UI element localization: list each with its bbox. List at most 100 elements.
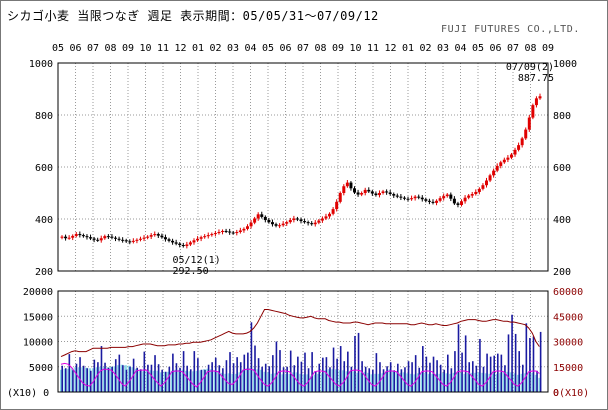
volume-bar [404, 367, 406, 392]
volume-bar [107, 367, 110, 392]
candle [117, 236, 121, 242]
open-interest-bar [456, 372, 459, 392]
open-interest-bar [317, 373, 320, 392]
candle [388, 189, 392, 196]
candle [420, 195, 424, 202]
volume-bar [197, 358, 199, 392]
open-interest-bar [349, 371, 352, 392]
candle-body [245, 226, 249, 229]
candle-body [303, 221, 307, 223]
candle-body [256, 214, 260, 219]
candle-body [363, 189, 367, 193]
candle [427, 198, 431, 205]
candle [167, 237, 171, 243]
candle-body [531, 105, 535, 118]
open-interest-bar [477, 372, 481, 392]
x-tick-label: 08 [314, 43, 326, 54]
candle-body [249, 222, 253, 227]
open-interest-bar [399, 372, 402, 392]
volume-bar [68, 354, 71, 392]
candle-body [260, 214, 264, 217]
open-interest-bar [442, 372, 445, 392]
candle [345, 180, 349, 188]
price-y-label-right: 1000 [553, 59, 577, 70]
candle-body [121, 239, 125, 241]
candle-body [356, 192, 360, 195]
candle-body [192, 240, 196, 243]
candle [221, 229, 225, 235]
volume-bar [164, 371, 167, 392]
open-interest-bar [406, 373, 409, 392]
candle [263, 215, 267, 223]
candle [285, 220, 289, 227]
volume-bar [214, 357, 217, 392]
open-interest-bar [320, 373, 324, 392]
volume-bar [293, 365, 296, 392]
volume-bar [211, 362, 213, 392]
open-interest-bar [106, 367, 110, 392]
candle-body [153, 234, 157, 236]
candle [106, 234, 110, 240]
price-y-label-left: 600 [35, 163, 53, 174]
open-interest-bar [367, 372, 370, 392]
volume-bar [204, 369, 206, 392]
candle [142, 235, 146, 242]
open-interest-bar [263, 371, 267, 392]
volume-bar [322, 357, 324, 392]
candle [481, 183, 485, 191]
candle [81, 233, 85, 238]
candle-body [171, 240, 175, 243]
open-interest-bar [277, 374, 281, 392]
candle [185, 241, 189, 249]
open-interest-bar [174, 369, 177, 392]
volume-y-label-left: 5000 [29, 363, 53, 374]
candle-body [495, 165, 499, 171]
volume-bar [379, 362, 381, 392]
volume-bar [389, 362, 392, 392]
volume-bar [332, 347, 335, 392]
open-interest-bar [138, 370, 142, 392]
x-tick-label: 08 [524, 43, 536, 54]
volume-bar [272, 355, 274, 392]
x-tick-label: 09 [332, 43, 344, 54]
x-tick-label: 06 [279, 43, 291, 54]
candle [103, 234, 107, 240]
candle-body [163, 237, 167, 240]
candle [256, 212, 260, 221]
open-interest-bar [374, 373, 377, 392]
candle-body [128, 241, 132, 243]
candle [278, 223, 282, 229]
candle [288, 217, 292, 224]
candle-body [424, 199, 428, 201]
open-interest-bar [63, 368, 67, 392]
open-interest-bar [281, 374, 284, 392]
candle [370, 189, 374, 196]
candle-body [203, 236, 207, 238]
volume-bar [482, 366, 485, 392]
open-interest-bar [509, 372, 513, 392]
volume-bar [232, 363, 235, 392]
open-interest-bar [431, 373, 434, 392]
volume-bar [79, 357, 81, 392]
volume-bar [411, 362, 413, 392]
open-interest-bar [506, 371, 509, 392]
open-interest-bar [206, 368, 209, 392]
price-y-label-right: 800 [553, 111, 571, 122]
price-annotation-label: 887.75 [518, 73, 554, 84]
open-interest-bar [231, 373, 234, 392]
candle [474, 189, 478, 196]
volume-y-label-left: 10000 [23, 338, 53, 349]
volume-bar [454, 351, 456, 392]
candle [538, 93, 542, 100]
candle-body [67, 237, 71, 239]
volume-bar [414, 355, 417, 392]
candle-body [527, 117, 531, 130]
candle [281, 221, 285, 227]
price-y-label-right: 200 [553, 267, 571, 278]
open-interest-bar [217, 371, 220, 392]
candle [245, 224, 249, 231]
volume-bar [393, 370, 396, 392]
volume-bar [225, 360, 228, 392]
volume-bar [443, 369, 446, 392]
